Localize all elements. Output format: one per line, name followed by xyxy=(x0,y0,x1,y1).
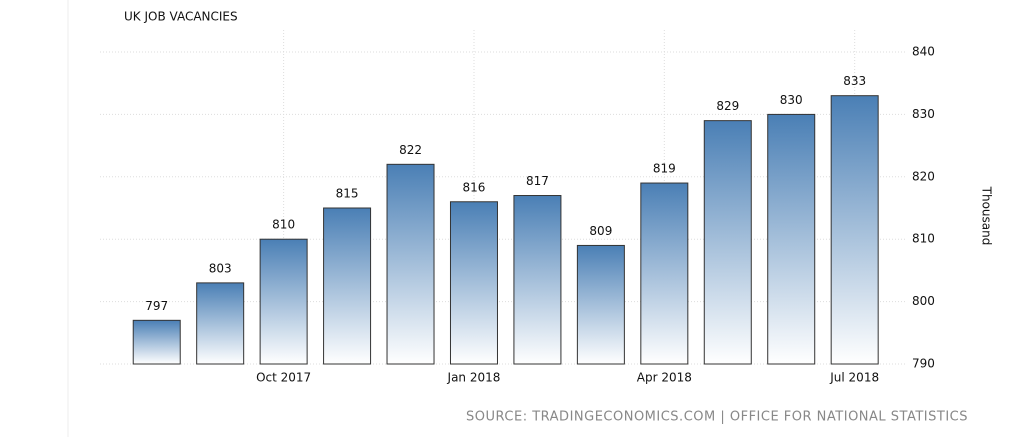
y-tick-label: 820 xyxy=(912,169,935,183)
bar xyxy=(830,95,879,365)
value-label: 822 xyxy=(399,143,422,157)
value-label: 803 xyxy=(209,261,232,275)
y-tick-label: 810 xyxy=(912,232,935,246)
value-label: 816 xyxy=(463,180,486,194)
y-tick-label: 830 xyxy=(912,107,935,121)
y-axis-label: Thousand xyxy=(980,186,994,246)
x-tick-label: Apr 2018 xyxy=(637,371,692,385)
bar xyxy=(386,163,435,365)
bar xyxy=(576,244,625,365)
y-tick-label: 790 xyxy=(912,357,935,371)
bar xyxy=(323,207,372,365)
value-label: 833 xyxy=(843,74,866,88)
x-tick-label: Jul 2018 xyxy=(829,371,879,385)
bar xyxy=(132,319,181,365)
value-label: 830 xyxy=(780,93,803,107)
bar xyxy=(449,201,498,365)
y-tick-label: 840 xyxy=(912,45,935,59)
value-label: 810 xyxy=(272,218,295,232)
value-label: 829 xyxy=(716,99,739,113)
bar xyxy=(513,195,562,365)
x-tick-label: Jan 2018 xyxy=(447,371,501,385)
bar xyxy=(767,113,816,365)
y-tick-label: 800 xyxy=(912,294,935,308)
value-label: 819 xyxy=(653,162,676,176)
value-label: 809 xyxy=(589,224,612,238)
value-label: 797 xyxy=(145,299,168,313)
chart-title: UK JOB VACANCIES xyxy=(124,10,238,24)
bar xyxy=(196,282,245,365)
value-label: 817 xyxy=(526,174,549,188)
bar xyxy=(259,238,308,365)
source: SOURCE: TRADINGECONOMICS.COM | OFFICE FO… xyxy=(466,410,968,425)
bar xyxy=(640,182,689,365)
bar xyxy=(703,120,752,365)
x-tick-label: Oct 2017 xyxy=(256,371,311,385)
value-label: 815 xyxy=(336,187,359,201)
